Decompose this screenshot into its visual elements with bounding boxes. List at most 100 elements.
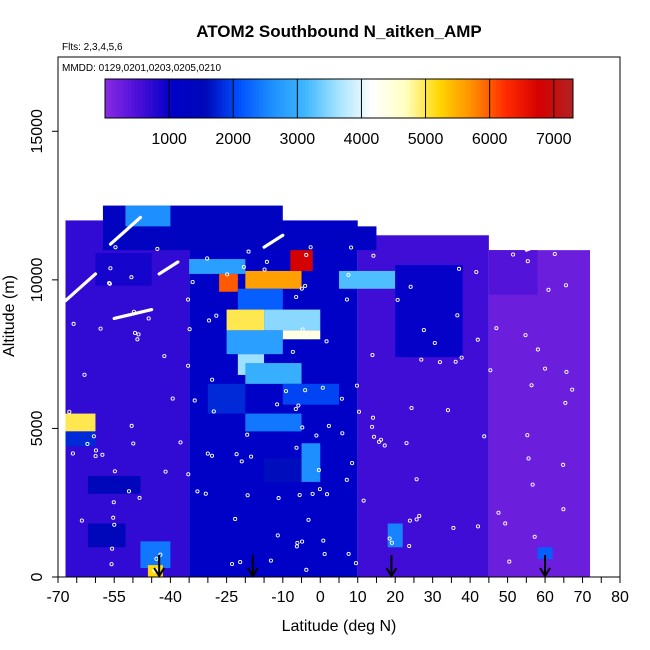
sample-point: [112, 469, 117, 474]
sample-point: [370, 352, 375, 358]
colorbar-segment: [211, 79, 216, 118]
colorbar-segment: [442, 79, 447, 118]
heatmap-cell-20: [207, 383, 246, 414]
sample-point: [346, 272, 351, 277]
y-tick-label: 0: [29, 572, 46, 581]
sample-point: [409, 405, 414, 411]
sample-point: [304, 252, 309, 258]
colorbar-segment: [472, 79, 477, 118]
sample-point: [482, 434, 487, 439]
colorbar-segment: [542, 79, 547, 118]
colorbar-segment: [118, 79, 123, 118]
colorbar-segment: [476, 79, 480, 118]
sample-point: [206, 318, 212, 323]
x-tick-label: 80: [611, 589, 629, 606]
sample-point: [407, 543, 412, 549]
colorbar-segment: [556, 79, 561, 118]
colorbar-segment: [459, 79, 464, 118]
sample-point: [494, 326, 499, 331]
sample-point: [530, 482, 535, 487]
sample-point: [316, 468, 321, 473]
sample-point: [529, 383, 534, 388]
sample-point: [324, 339, 329, 344]
sample-point: [475, 524, 481, 529]
sample-point: [552, 251, 557, 257]
sample-point: [414, 477, 419, 482]
colorbar-segment: [128, 79, 133, 118]
colorbar-segment: [365, 79, 370, 118]
y-tick-label: 10000: [29, 258, 46, 303]
sample-point: [262, 267, 267, 272]
colorbar-tick-label: 4000: [344, 131, 380, 148]
sample-point: [475, 337, 480, 342]
sample-point: [211, 409, 216, 414]
sample-point: [561, 462, 566, 467]
colorbar-segment: [456, 79, 460, 118]
sample-point: [113, 245, 118, 250]
colorbar-tick-label: 3000: [280, 131, 316, 148]
heatmap-cell-22: [65, 413, 96, 432]
sample-point: [70, 451, 75, 456]
colorbar-segment: [125, 79, 129, 118]
sample-point: [350, 461, 355, 466]
sample-point: [137, 495, 142, 500]
sample-point: [320, 385, 325, 390]
sample-point: [205, 256, 210, 261]
heatmap-cell-30: [387, 523, 403, 548]
colorbar-segment: [536, 79, 541, 118]
colorbar-segment: [569, 79, 574, 118]
sample-point: [561, 507, 566, 512]
colorbar-segment: [362, 79, 367, 118]
colorbar-segment: [282, 79, 287, 118]
sample-point: [382, 443, 387, 448]
colorbar-segment: [328, 79, 333, 118]
colorbar-segment: [369, 79, 373, 118]
colorbar-segment: [469, 79, 474, 118]
sample-point: [178, 440, 183, 445]
colorbar-segment: [275, 79, 280, 118]
sample-point: [455, 313, 460, 318]
sample-point: [437, 360, 442, 365]
colorbar-tick-label: 2000: [215, 131, 251, 148]
colorbar-segment: [148, 79, 153, 118]
heatmap-cell-34: [488, 250, 538, 295]
sample-point: [532, 534, 537, 539]
sample-point: [344, 297, 349, 302]
heatmap-cell-5: [282, 226, 377, 251]
colorbar-segment: [499, 79, 504, 118]
sample-point: [294, 294, 299, 300]
colorbar-segment: [332, 79, 337, 118]
colorbar-segment: [322, 79, 327, 118]
sample-point: [131, 441, 136, 446]
heatmap-cell-19: [282, 383, 339, 405]
sample-point: [353, 561, 359, 566]
colorbar-segment: [312, 79, 317, 118]
colorbar-segment: [168, 79, 173, 118]
sample-point: [456, 266, 462, 271]
sample-point: [404, 441, 409, 446]
colorbar-segment: [415, 79, 420, 118]
x-tick-label: 40: [461, 589, 479, 606]
colorbar-segment: [191, 79, 196, 118]
sample-point: [79, 518, 84, 523]
colorbar-segment: [466, 79, 470, 118]
x-axis-label: Latitude (deg N): [282, 618, 397, 635]
sample-point: [205, 451, 210, 456]
colorbar-segment: [372, 79, 377, 118]
colorbar-segment: [305, 79, 310, 118]
colorbar-segment: [345, 79, 350, 118]
colorbar-segment: [262, 79, 266, 118]
colorbar-segment: [298, 79, 303, 118]
sample-point: [129, 423, 134, 428]
sample-point: [389, 540, 394, 545]
sample-point: [321, 538, 326, 543]
dates-note: MMDD: 0129,0201,0203,0205,0210: [62, 63, 221, 74]
x-tick-label: 60: [536, 589, 554, 606]
sample-point: [563, 400, 568, 405]
colorbar-segment: [392, 79, 397, 118]
colorbar-segment: [145, 79, 149, 118]
colorbar-segment: [522, 79, 527, 118]
colorbar-segment: [242, 79, 246, 118]
sample-point: [107, 281, 112, 286]
colorbar-segment: [108, 79, 113, 118]
